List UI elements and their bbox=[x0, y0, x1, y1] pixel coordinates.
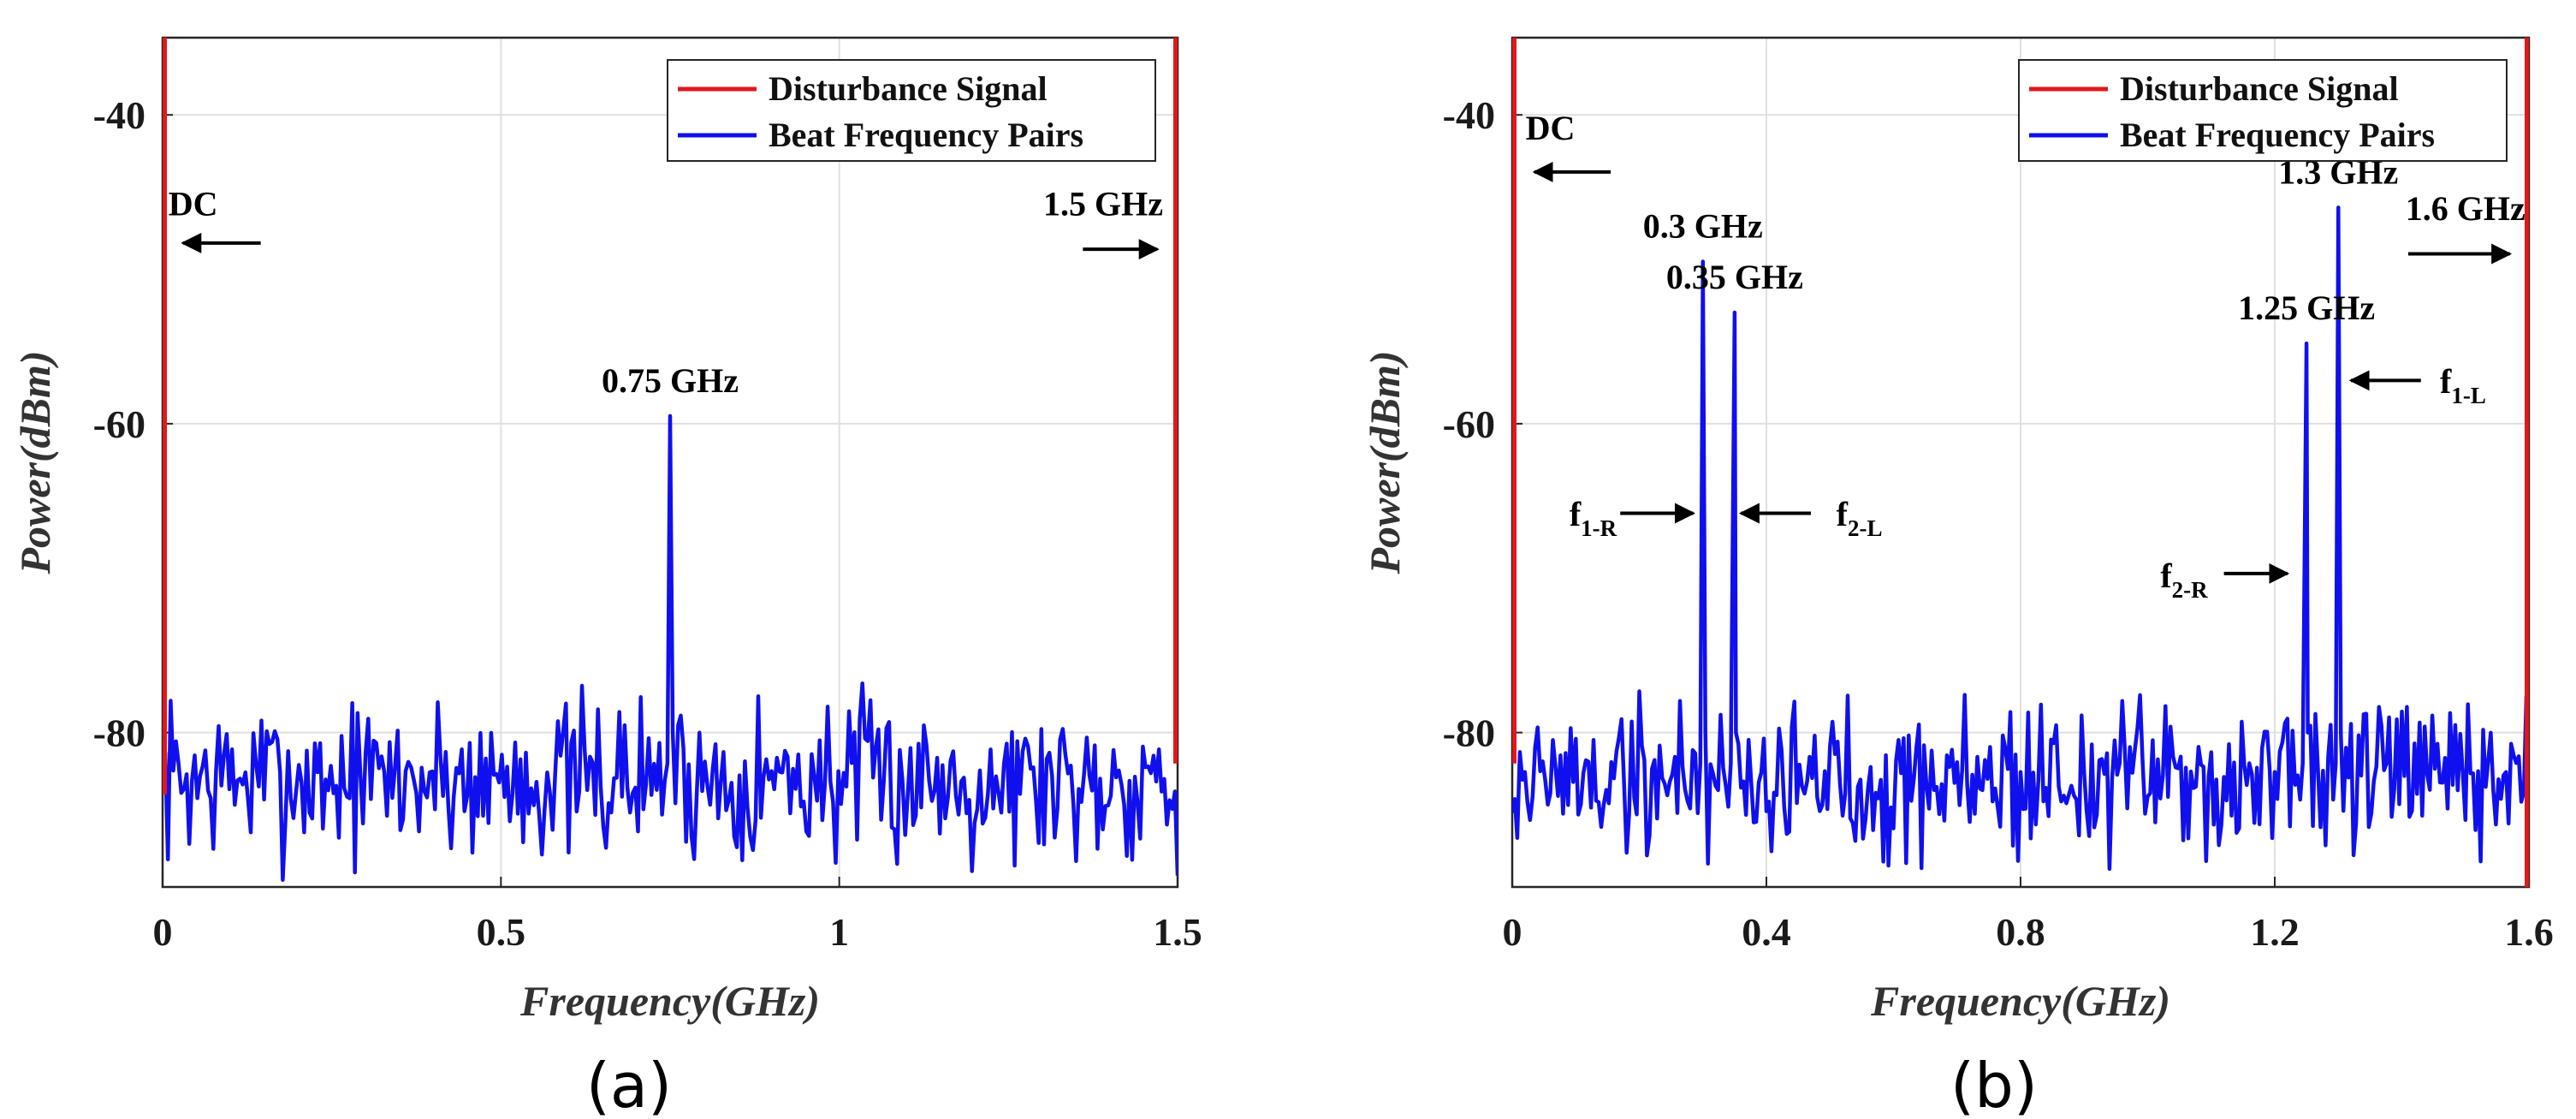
peak-label: 0.3 GHz bbox=[1643, 207, 1763, 246]
peak-label: 0.35 GHz bbox=[1666, 258, 1803, 296]
legend-box bbox=[2018, 59, 2508, 162]
annotation-label: DC bbox=[1526, 109, 1576, 147]
x-tick-label: 0.8 bbox=[1996, 910, 2045, 954]
legend: Disturbance Signal Beat Frequency Pairs bbox=[667, 59, 1156, 162]
panel-caption: (a) bbox=[586, 1050, 672, 1119]
x-tick-label: 0 bbox=[153, 910, 173, 954]
x-tick-label: 0.5 bbox=[477, 910, 526, 954]
f-symbol: f bbox=[1837, 495, 1849, 533]
x-tick-label: 0.4 bbox=[1742, 910, 1791, 954]
y-tick-label: -80 bbox=[1443, 711, 1495, 755]
x-axis-label: Frequency(GHz) bbox=[1870, 977, 2170, 1025]
legend: Disturbance Signal Beat Frequency Pairs bbox=[2018, 59, 2508, 162]
legend-entry: Disturbance Signal bbox=[2120, 69, 2399, 108]
x-tick-label: 1 bbox=[829, 910, 849, 954]
f-subscript: 1-L bbox=[2451, 383, 2486, 408]
panel-a: 0 0.5 1 1.5 -80 -60 -40 Frequency(GHz) Power(dBm… bbox=[11, 36, 1202, 1119]
x-tick-label: 1.2 bbox=[2250, 910, 2300, 954]
f-label: f2-L bbox=[1837, 495, 1883, 541]
annotation-label: DC bbox=[169, 184, 218, 223]
y-axis-label: Power(dBm) bbox=[1361, 350, 1409, 574]
peak-label: 0.75 GHz bbox=[602, 361, 739, 400]
y-tick-label: -40 bbox=[93, 93, 145, 137]
y-tick-label: -80 bbox=[93, 711, 145, 755]
f-symbol: f bbox=[2160, 557, 2172, 595]
y-tick-label: -60 bbox=[1443, 402, 1495, 446]
legend-entry: Beat Frequency Pairs bbox=[769, 116, 1083, 154]
peak-label: 1.25 GHz bbox=[2238, 289, 2375, 327]
x-tick-label: 1.6 bbox=[2504, 910, 2554, 954]
y-tick-label: -40 bbox=[1443, 93, 1495, 137]
f-subscript: 2-R bbox=[2172, 577, 2208, 603]
panel-b: 0 0.4 0.8 1.2 1.6 -80 -60 -40 Frequency(GHz) Powe… bbox=[1361, 36, 2554, 1119]
f-subscript: 1-R bbox=[1581, 515, 1617, 541]
legend-entry: Beat Frequency Pairs bbox=[2120, 116, 2435, 154]
y-axis-label: Power(dBm) bbox=[11, 350, 59, 574]
f-label: f1-R bbox=[1570, 495, 1617, 541]
annotation-label: 1.6 GHz bbox=[2406, 189, 2526, 228]
legend-entry: Disturbance Signal bbox=[769, 69, 1048, 108]
plot-area bbox=[1512, 38, 2529, 887]
annotation-label: 1.5 GHz bbox=[1043, 184, 1163, 223]
beat-frequency-line bbox=[163, 414, 1178, 882]
panel-caption: (b) bbox=[1950, 1050, 2038, 1119]
f-symbol: f bbox=[2440, 362, 2452, 401]
f-label: f2-R bbox=[2160, 557, 2208, 603]
x-tick-label: 1.5 bbox=[1153, 910, 1202, 954]
x-tick-label: 0 bbox=[1503, 910, 1522, 954]
f-subscript: 2-L bbox=[1848, 515, 1883, 541]
f-label: f1-L bbox=[2440, 362, 2486, 408]
beat-frequency-line bbox=[1512, 205, 2529, 872]
f-symbol: f bbox=[1570, 495, 1582, 533]
legend-box bbox=[667, 59, 1156, 162]
x-axis-label: Frequency(GHz) bbox=[519, 977, 820, 1025]
plot-area bbox=[163, 38, 1178, 882]
y-tick-label: -60 bbox=[93, 402, 145, 446]
